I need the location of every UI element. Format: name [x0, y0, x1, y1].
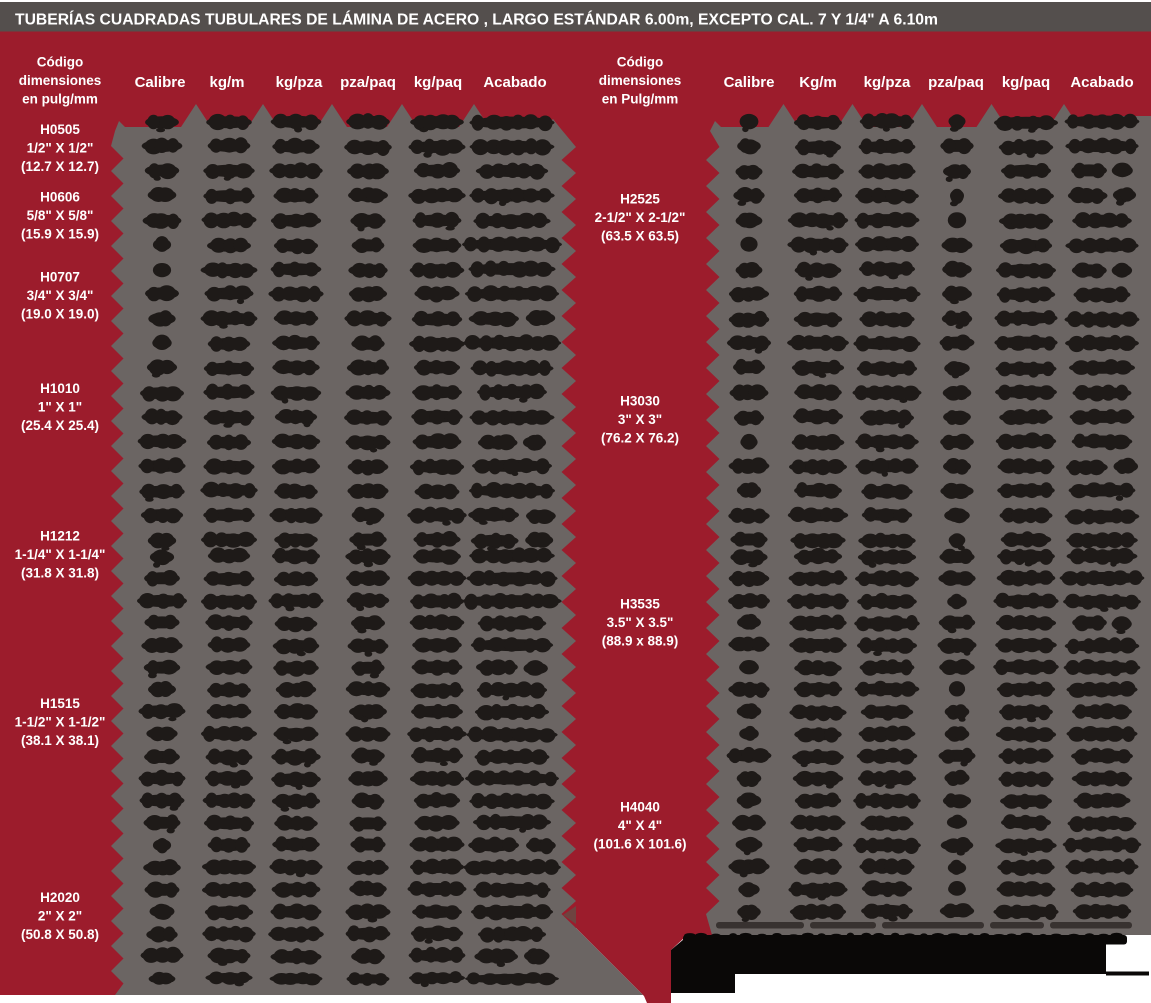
svg-text:TUBERÍAS CUADRADAS TUBULARES D: TUBERÍAS CUADRADAS TUBULARES DE LÁMINA D… [15, 10, 938, 29]
svg-text:1-1/4" X 1-1/4": 1-1/4" X 1-1/4" [15, 547, 106, 562]
svg-text:Kg/m: Kg/m [799, 74, 837, 91]
svg-text:1/2" X 1/2": 1/2" X 1/2" [27, 141, 94, 156]
svg-text:kg/paq: kg/paq [414, 74, 462, 91]
svg-text:kg/m: kg/m [209, 74, 244, 91]
svg-text:(12.7 X 12.7): (12.7 X 12.7) [21, 159, 99, 174]
svg-text:(63.5 X 63.5): (63.5 X 63.5) [601, 229, 679, 244]
svg-text:2-1/2" X 2-1/2": 2-1/2" X 2-1/2" [595, 210, 686, 225]
svg-text:Código: Código [617, 55, 664, 70]
svg-text:pza/paq: pza/paq [928, 74, 984, 91]
svg-text:H0606: H0606 [40, 190, 80, 205]
svg-text:H2020: H2020 [40, 890, 80, 905]
svg-text:3.5" X 3.5": 3.5" X 3.5" [607, 615, 674, 630]
svg-text:Calibre: Calibre [724, 74, 775, 91]
svg-text:(15.9 X 15.9): (15.9 X 15.9) [21, 227, 99, 242]
svg-text:H4040: H4040 [620, 800, 660, 815]
svg-text:Acabado: Acabado [483, 74, 546, 91]
svg-text:H1010: H1010 [40, 381, 80, 396]
svg-text:kg/pza: kg/pza [864, 74, 911, 91]
svg-text:1-1/2" X 1-1/2": 1-1/2" X 1-1/2" [15, 715, 106, 730]
svg-text:kg/pza: kg/pza [276, 74, 323, 91]
svg-text:Calibre: Calibre [135, 74, 186, 91]
svg-text:dimensiones: dimensiones [19, 73, 102, 88]
svg-text:(38.1 X 38.1): (38.1 X 38.1) [21, 733, 99, 748]
svg-text:H1515: H1515 [40, 696, 80, 711]
svg-text:en pulg/mm: en pulg/mm [22, 92, 98, 107]
svg-text:3" X 3": 3" X 3" [618, 412, 662, 427]
svg-text:(19.0 X 19.0): (19.0 X 19.0) [21, 307, 99, 322]
svg-text:(50.8 X 50.8): (50.8 X 50.8) [21, 927, 99, 942]
svg-text:5/8" X 5/8": 5/8" X 5/8" [27, 208, 94, 223]
svg-text:kg/paq: kg/paq [1002, 74, 1050, 91]
svg-text:H0707: H0707 [40, 270, 80, 285]
svg-text:(76.2 X 76.2): (76.2 X 76.2) [601, 431, 679, 446]
svg-text:dimensiones: dimensiones [599, 73, 682, 88]
svg-text:1" X 1": 1" X 1" [38, 400, 82, 415]
svg-text:(31.8 X 31.8): (31.8 X 31.8) [21, 566, 99, 581]
svg-text:H1212: H1212 [40, 529, 80, 544]
svg-text:H3030: H3030 [620, 394, 660, 409]
svg-text:en Pulg/mm: en Pulg/mm [602, 92, 679, 107]
svg-text:(25.4 X 25.4): (25.4 X 25.4) [21, 418, 99, 433]
svg-text:Acabado: Acabado [1070, 74, 1133, 91]
svg-text:4" X 4": 4" X 4" [618, 818, 662, 833]
svg-text:Código: Código [37, 55, 84, 70]
svg-text:H0505: H0505 [40, 122, 80, 137]
svg-text:3/4" X 3/4": 3/4" X 3/4" [27, 288, 94, 303]
svg-text:H3535: H3535 [620, 597, 660, 612]
svg-text:pza/paq: pza/paq [340, 74, 396, 91]
svg-text:2" X 2": 2" X 2" [38, 909, 82, 924]
svg-text:(101.6 X 101.6): (101.6 X 101.6) [593, 837, 686, 852]
svg-text:(88.9 x 88.9): (88.9 x 88.9) [602, 634, 679, 649]
svg-text:H2525: H2525 [620, 192, 660, 207]
